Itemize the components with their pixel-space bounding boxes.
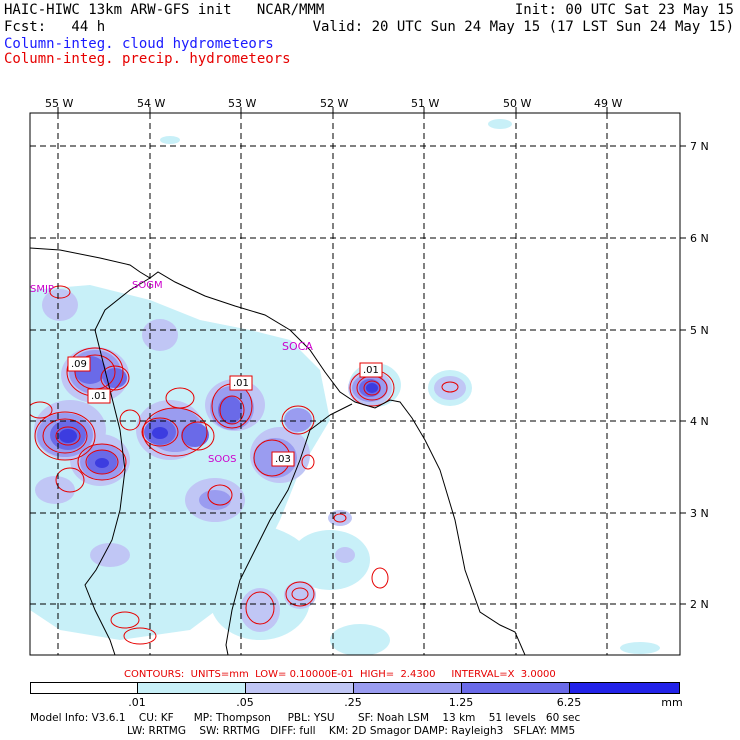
colorbar-label: .01 [128,696,146,709]
lat-label-5n: 5 N [690,324,709,337]
lat-label-4n: 4 N [690,415,709,428]
lon-label-55w: 55 W [45,97,74,110]
colorbar-segment [137,682,246,694]
lat-label-3n: 3 N [690,507,709,520]
lon-label-54w: 54 W [137,97,166,110]
colorbar-segment [245,682,354,694]
lon-label-50w: 50 W [503,97,532,110]
shade-level-4 [50,356,381,474]
init-time: Init: 00 UTC Sat 23 May 15 [514,2,734,18]
contour-label-boxes [67,356,383,467]
lon-label-51w: 51 W [411,97,440,110]
station-soos: SOOS [208,454,237,465]
contour-value-label: .01 [363,365,379,376]
graticule [30,113,680,655]
contour-value-label: .01 [91,391,107,402]
cloud-shading [30,119,660,655]
shade-level-5 [59,383,378,468]
model-info-line1: Model Info: V3.6.1 CU: KF MP: Thompson P… [30,712,581,724]
colorbar-segment [569,682,680,694]
model-info-line2: LW: RRTMG SW: RRTMG DIFF: full KM: 2D Sm… [127,725,576,737]
contour-info: CONTOURS: UNITS=mm LOW= 0.10000E-01 HIGH… [124,669,556,680]
station-soca: SOCA [282,340,313,353]
lat-label-2n: 2 N [690,598,709,611]
contour-value-label: .01 [233,378,249,389]
map-frame [29,112,681,656]
valid-time: Valid: 20 UTC Sun 24 May 15 (17 LST Sun … [312,19,734,35]
precip-contours [30,285,459,645]
forecast-hour: Fcst: 44 h [4,19,106,35]
colorbar-label: .05 [236,696,254,709]
model-title: HAIC-HIWC 13km ARW-GFS init NCAR/MMM [4,2,325,18]
contour-value-label: .09 [71,359,87,370]
colorbar-segment [461,682,570,694]
field-precip-label: Column-integ. precip. hydrometeors [4,51,291,67]
lon-label-53w: 53 W [228,97,257,110]
station-smjp: SMJP [30,284,54,295]
lon-label-52w: 52 W [320,97,349,110]
colorbar-segment [353,682,462,694]
colorbar-segment [30,682,138,694]
coastlines [30,247,526,655]
station-sogm: SOGM [132,280,163,291]
frame-ticks [57,107,686,605]
field-cloud-label: Column-integ. cloud hydrometeors [4,36,274,52]
lon-label-49w: 49 W [594,97,623,110]
colorbar-label: 1.25 [448,696,474,709]
colorbar-label: 6.25 [556,696,582,709]
colorbar-label: .25 [344,696,362,709]
colorbar-units: mm [661,696,683,709]
lat-label-6n: 6 N [690,232,709,245]
contour-value-label: .03 [275,454,291,465]
lat-label-7n: 7 N [690,140,709,153]
